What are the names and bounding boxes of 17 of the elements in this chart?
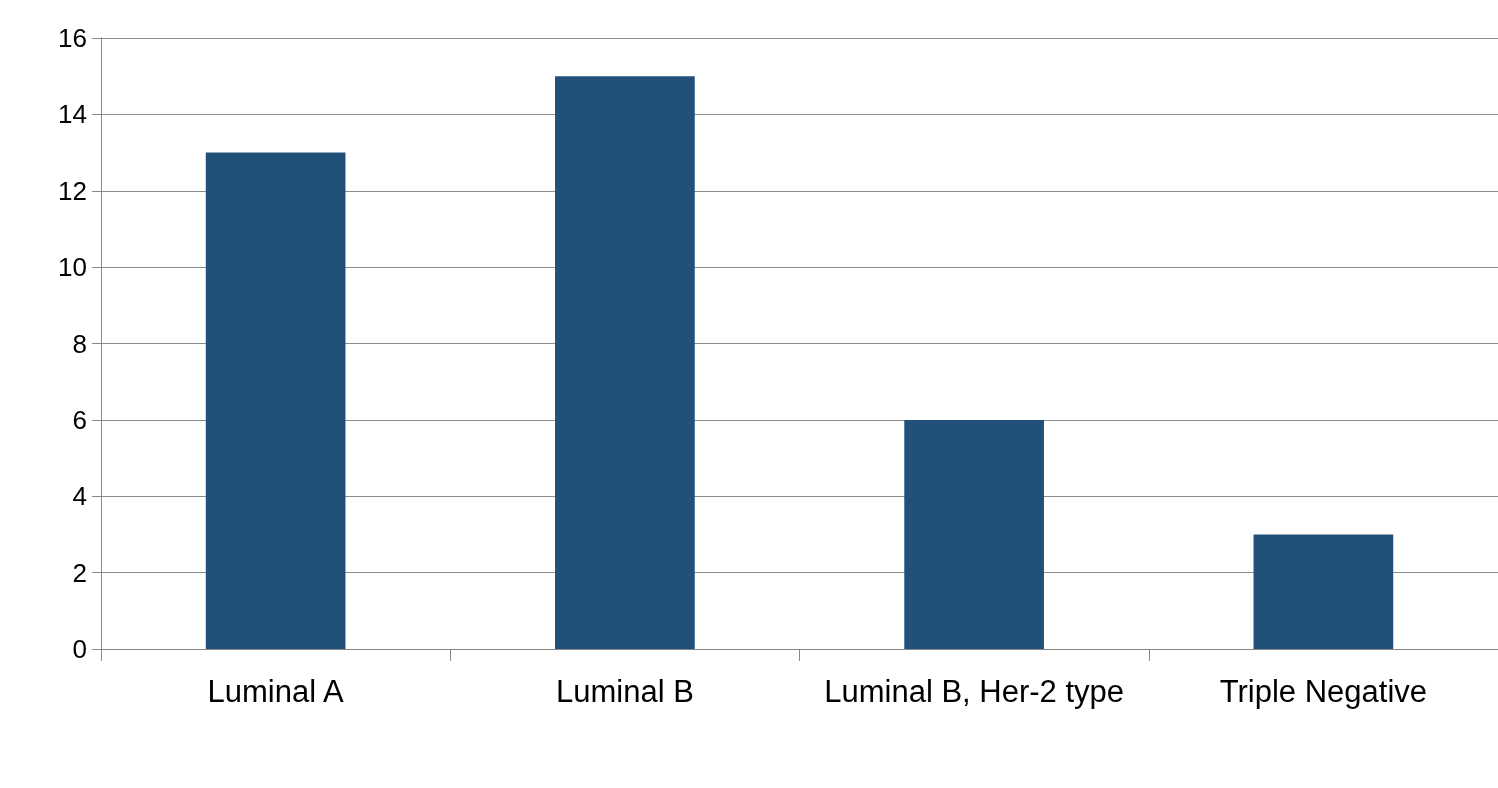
y-tick-label: 10 <box>58 252 87 283</box>
y-tick-label: 4 <box>72 481 87 512</box>
bar <box>205 152 346 649</box>
x-tick-label: Luminal B, Her-2 type <box>824 673 1125 709</box>
x-tick-label: Luminal A <box>207 673 345 709</box>
y-tick-label: 6 <box>72 404 87 435</box>
bar <box>904 419 1044 649</box>
y-tick-label: 14 <box>58 99 87 130</box>
y-tick-label: 2 <box>72 557 87 588</box>
x-tick-label: Luminal B <box>555 673 694 709</box>
bar <box>555 76 695 649</box>
y-tick-label: 0 <box>72 634 87 664</box>
y-tick-label: 12 <box>58 175 87 206</box>
x-tick-label: Triple Negative <box>1219 673 1428 709</box>
bar <box>1253 534 1394 649</box>
y-tick-label: 8 <box>72 328 87 359</box>
y-tick-label: 16 <box>58 23 87 53</box>
